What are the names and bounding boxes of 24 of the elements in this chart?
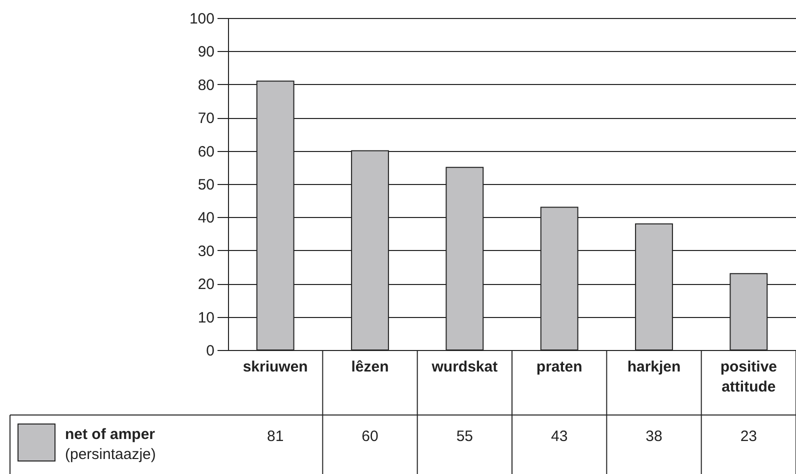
data-label: 60 [362,428,378,445]
data-label: 55 [456,428,474,445]
data-label: 43 [550,428,568,445]
x-tick-label: skriuwen [242,358,308,376]
y-tick-label: 60 [198,143,214,160]
data-label: 23 [740,428,758,445]
y-tick-label: 70 [198,110,214,128]
y-tick-label: 10 [198,309,214,326]
y-tick-label: 100 [189,10,214,28]
y-tick-label: 20 [198,276,214,294]
x-tick-label: wurdskat [430,358,498,376]
y-tick-label: 80 [198,76,214,94]
y-tick-label: 40 [198,210,214,227]
y-tick-label: 90 [198,44,214,61]
x-tick-label: harkjen [627,358,681,376]
data-label: 38 [646,428,662,445]
text: net of amper (persintaazje) [65,426,156,463]
x-tick-label: positive attitude [720,358,778,396]
data-label: 81 [266,428,284,445]
y-tick-label: 50 [198,176,214,194]
y-tick-label: 0 [206,342,214,360]
x-tick-label: lêzen [351,358,389,376]
y-tick-label: 30 [198,242,214,260]
x-tick-label: praten [536,358,582,376]
